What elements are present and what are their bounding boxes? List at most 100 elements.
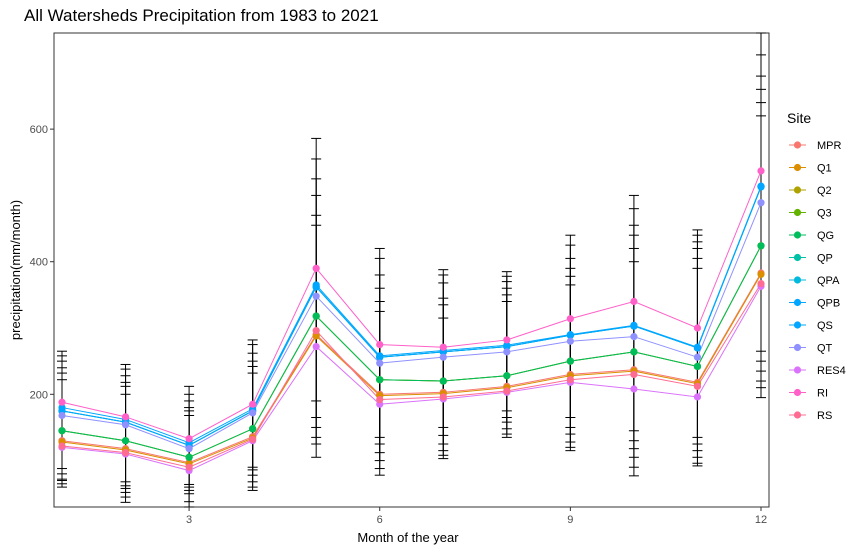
data-point-qt	[566, 337, 574, 345]
legend-key-point	[793, 298, 802, 307]
legend-key-point	[793, 163, 802, 172]
data-point-qg	[312, 312, 320, 320]
data-point-qt	[249, 409, 257, 417]
x-axis: 3 6 9 12	[186, 507, 767, 526]
y-axis: 200 400 600	[30, 124, 54, 401]
data-point-rs	[185, 463, 193, 471]
series-line-mpr	[61, 272, 762, 464]
data-point-ri	[312, 264, 320, 272]
data-point-qs	[503, 341, 511, 349]
data-point-qg	[630, 348, 638, 356]
data-point-res4	[693, 393, 702, 401]
data-point-qt	[439, 353, 447, 361]
data-point-ri	[439, 343, 447, 351]
legend-label: Q1	[817, 163, 832, 175]
data-point-ri	[58, 398, 66, 406]
legend-key-point	[793, 343, 802, 352]
series-line-q1	[61, 274, 762, 465]
data-point-qs	[693, 343, 702, 351]
legend-label: MPR	[817, 140, 842, 152]
legend-key-point	[793, 276, 802, 284]
series-line-qt	[61, 202, 762, 450]
data-point-qs	[566, 331, 574, 339]
x-tick-label: 6	[377, 514, 383, 526]
legend-label: QS	[817, 320, 833, 332]
data-point-qs	[376, 352, 384, 360]
data-point-qt	[693, 353, 702, 361]
legend-key-point	[793, 141, 802, 149]
data-point-qg	[439, 377, 447, 385]
data-point-rs	[757, 279, 765, 288]
data-point-qs	[312, 281, 320, 289]
data-point-qs	[58, 403, 66, 412]
data-point-ri	[503, 336, 511, 344]
y-tick-label: 400	[30, 257, 48, 269]
legend-key-point	[793, 231, 802, 239]
series-line-res4	[61, 285, 762, 472]
data-point-ri	[566, 315, 574, 323]
data-point-q1	[757, 270, 765, 278]
data-point-qg	[376, 376, 384, 384]
series-line-ri	[61, 170, 762, 440]
y-axis-title: precipitation(mm/month)	[8, 200, 23, 340]
legend-key-point	[793, 208, 802, 217]
data-point-qt	[757, 199, 765, 207]
series-line-qpb	[61, 186, 762, 446]
y-tick-label: 200	[30, 389, 48, 401]
data-point-ri	[185, 435, 193, 443]
data-point-res4	[630, 385, 638, 393]
error-bars	[57, 32, 766, 508]
legend-label: QPA	[817, 275, 840, 287]
data-point-ri	[121, 413, 130, 421]
data-point-qt	[503, 348, 511, 356]
legend-title: Site	[787, 110, 811, 126]
data-point-rs	[121, 449, 130, 457]
data-point-ri	[376, 340, 384, 349]
series-line-qg	[61, 245, 762, 458]
x-tick-label: 3	[186, 514, 192, 526]
data-point-qt	[312, 292, 320, 300]
data-point-rs	[693, 382, 702, 390]
data-point-rs	[249, 435, 257, 443]
legend-key-point	[793, 366, 802, 374]
data-point-qg	[121, 437, 130, 445]
data-point-qt	[185, 445, 193, 453]
legend-label: QP	[817, 253, 833, 265]
legend: MPR Q1 Q2 Q3 QG QP QPA QPB QS QT RES4 RI RS	[789, 140, 846, 422]
data-point-ri	[630, 297, 638, 306]
y-tick-label: 600	[30, 124, 48, 136]
data-point-ri	[693, 324, 702, 332]
plot-panel	[53, 32, 770, 508]
series-line-rs	[61, 283, 762, 468]
series-layer	[58, 167, 765, 475]
data-point-qt	[376, 359, 384, 367]
data-point-q1	[312, 332, 320, 340]
series-line-qs	[61, 185, 762, 444]
data-point-qg	[249, 425, 257, 433]
legend-key-point	[793, 411, 802, 419]
legend-label: QG	[817, 230, 834, 242]
legend-label: Q3	[817, 208, 832, 220]
data-point-qg	[693, 362, 702, 371]
data-point-rs	[376, 396, 384, 404]
legend-label: RES4	[817, 365, 846, 377]
data-point-qt	[630, 333, 638, 341]
legend-label: QT	[817, 343, 833, 355]
data-point-qg	[58, 427, 66, 435]
legend-label: Q2	[817, 185, 832, 197]
data-point-ri	[757, 167, 765, 175]
legend-label: RS	[817, 410, 832, 422]
data-point-rs	[312, 327, 320, 335]
data-point-qg	[566, 357, 574, 365]
legend-key-point	[793, 186, 802, 194]
data-point-qg	[185, 453, 193, 461]
x-tick-label: 9	[567, 514, 573, 526]
chart-title: All Watersheds Precipitation from 1983 t…	[24, 6, 379, 25]
legend-key-point	[793, 253, 802, 262]
data-point-rs	[439, 393, 447, 401]
x-axis-title: Month of the year	[357, 530, 459, 545]
data-point-rs	[58, 442, 66, 450]
legend-label: RI	[817, 388, 828, 400]
data-point-rs	[503, 387, 511, 395]
